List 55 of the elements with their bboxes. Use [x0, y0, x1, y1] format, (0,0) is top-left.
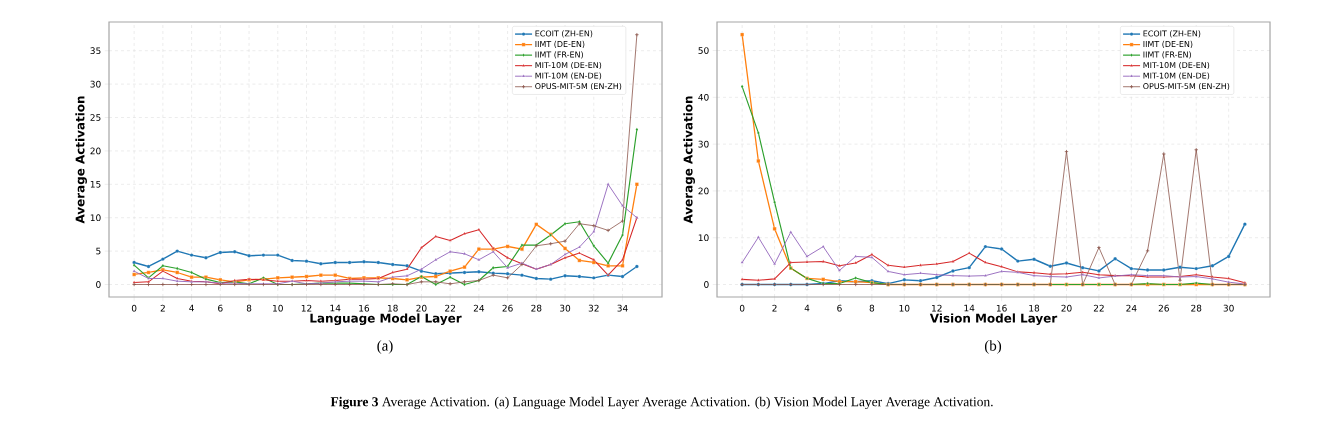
x-tick-label: 18 [1029, 304, 1040, 312]
y-axis-title: Average Activation [75, 96, 87, 224]
y-tick-label: 0 [96, 281, 101, 288]
x-tick-label: 6 [837, 304, 842, 312]
x-tick-label: 14 [964, 304, 975, 312]
x-tick-label: 20 [416, 304, 427, 312]
x-tick-label: 12 [301, 304, 312, 312]
x-tick-label: 30 [560, 304, 571, 312]
x-tick-label: 0 [131, 304, 137, 312]
x-tick-label: 8 [869, 304, 875, 312]
x-tick-label: 10 [899, 304, 910, 312]
x-tick-label: 28 [531, 304, 542, 312]
text: Figure 3 Average Activation. (a) Language Model Layer Average Activation. (b) Vision Model Layer Average Activation. [330, 396, 993, 410]
x-tick-label: 26 [1158, 304, 1169, 312]
x-tick-label: 22 [445, 304, 455, 312]
x-tick-label: 0 [739, 304, 745, 312]
x-tick-label: 2 [160, 304, 165, 312]
x-tick-label: 4 [804, 304, 810, 312]
x-tick-label: 24 [1126, 304, 1137, 312]
x-tick-label: 18 [387, 304, 398, 312]
x-tick-label: 34 [617, 304, 628, 312]
x-tick-label: 20 [1061, 304, 1072, 312]
x-tick-label: 30 [1223, 304, 1234, 312]
x-tick-label: 12 [932, 304, 942, 312]
y-axis-title: Average Activation [683, 96, 695, 224]
y-tick-label: 20 [90, 147, 101, 155]
x-axis-title: Language Model Layer [310, 313, 462, 326]
x-tick-label: 8 [246, 304, 252, 312]
x-tick-label: 32 [588, 304, 599, 312]
y-tick-label: 10 [698, 234, 709, 242]
y-tick-label: 0 [704, 281, 709, 288]
y-tick-label: 15 [90, 180, 101, 188]
text: (b) [984, 340, 1002, 354]
x-tick-label: 22 [1093, 304, 1104, 312]
x-tick-label: 10 [273, 304, 283, 312]
x-tick-label: 16 [996, 304, 1007, 312]
y-tick-label: 10 [90, 214, 101, 222]
x-tick-label: 4 [189, 304, 194, 312]
x-tick-label: 16 [359, 304, 370, 312]
x-tick-label: 14 [330, 304, 341, 312]
x-tick-label: 24 [473, 304, 485, 312]
y-tick-label: 5 [96, 247, 101, 255]
y-tick-label: 30 [90, 80, 101, 88]
x-tick-label: 26 [502, 304, 513, 312]
x-tick-label: 2 [772, 304, 777, 312]
text: (a) [377, 340, 393, 354]
y-tick-label: 40 [698, 93, 709, 101]
y-tick-label: 35 [90, 47, 101, 55]
y-tick-label: 50 [698, 47, 709, 54]
x-tick-label: 6 [218, 304, 223, 312]
y-tick-label: 25 [90, 114, 101, 121]
x-tick-label: 28 [1191, 304, 1202, 312]
y-tick-label: 20 [698, 187, 709, 195]
y-tick-label: 30 [698, 140, 709, 148]
x-axis-title: Vision Model Layer [929, 313, 1058, 326]
